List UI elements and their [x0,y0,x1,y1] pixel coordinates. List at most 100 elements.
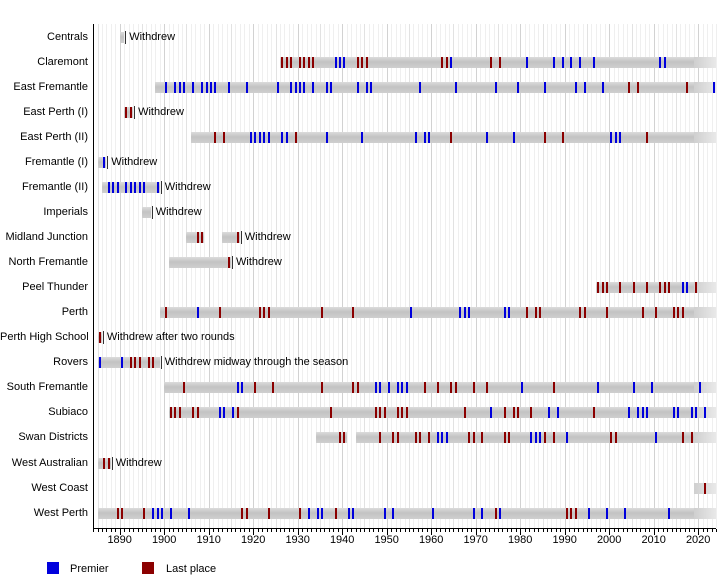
minor-axis-tick [106,529,108,532]
last-place-tick [668,282,671,294]
last-place-tick [227,257,230,269]
last-place-tick [561,132,564,143]
row-label: South Fremantle [6,381,88,394]
last-place-tick [494,507,497,519]
year-gridline [529,24,531,528]
last-place-tick [129,357,132,369]
club-bar [119,31,125,43]
last-place-tick [463,407,466,419]
last-place-tick [583,307,586,319]
minor-axis-tick [591,529,593,532]
premier-tick [365,81,368,93]
last-place-tick [98,332,101,344]
premier-tick [423,132,426,143]
minor-axis-tick [315,529,317,532]
last-place-tick [450,132,453,143]
premier-tick [525,56,528,68]
major-axis-tick [653,529,655,535]
minor-axis-tick [649,529,651,532]
minor-axis-tick [622,529,624,532]
row-label: Fremantle (I) [25,156,88,168]
major-axis-tick [253,529,255,535]
premier-tick [334,56,337,68]
year-gridline [115,24,117,528]
minor-axis-tick [395,529,397,532]
year-gridline [662,24,664,528]
premier-tick [668,507,671,519]
last-place-tick [646,132,648,143]
year-gridline [542,24,544,528]
year-gridline [288,24,290,528]
decade-label: 1930 [285,534,310,546]
last-place-tick [107,457,110,469]
minor-axis-tick [190,529,192,532]
minor-axis-tick [422,529,424,532]
row-label: Perth [61,306,88,319]
row-label: East Fremantle [13,80,88,93]
minor-axis-tick [199,529,201,532]
last-place-tick [503,407,506,419]
year-gridline [658,24,660,528]
year-gridline [524,24,526,528]
last-place-tick [654,307,657,319]
row-label: Centrals [47,30,88,43]
row-label: West Coast [31,481,88,494]
year-gridline [231,24,232,528]
premier-tick [712,81,715,93]
minor-axis-tick [284,529,286,532]
minor-axis-tick [133,529,135,532]
minor-axis-tick [578,529,579,532]
row-label: East Perth (I) [23,105,88,118]
premier-tick [98,357,101,369]
year-gridline [480,24,482,528]
minor-axis-tick [462,529,464,532]
year-gridline [244,24,246,528]
club-bar [315,432,347,444]
premier-tick [276,81,279,93]
minor-axis-tick [471,529,473,532]
last-place-tick [646,282,648,294]
last-place-tick [628,81,631,93]
year-gridline [297,24,299,528]
year-gridline [320,24,321,528]
premier-tick [143,182,146,193]
minor-axis-tick [426,529,428,532]
year-gridline [128,24,130,528]
premier-tick [623,507,626,519]
year-gridline [680,24,682,528]
last-place-tick [619,282,622,294]
minor-axis-tick [364,529,366,532]
premier-tick [387,382,390,394]
premier-tick [169,507,172,519]
premier-tick [646,407,648,419]
year-gridline [671,24,673,528]
club-bar [97,357,160,369]
last-place-tick [485,382,488,394]
year-gridline [582,24,584,528]
minor-axis-tick [506,529,508,532]
decade-label: 1980 [507,534,533,546]
minor-axis-tick [404,529,406,532]
year-gridline [137,24,139,528]
minor-axis-tick [551,529,553,532]
minor-axis-tick [213,529,215,532]
minor-axis-tick [546,529,548,532]
minor-axis-tick [275,529,277,532]
premier-tick [316,507,319,519]
club-bar-ongoing-fade [693,382,717,394]
minor-axis-tick [644,529,646,532]
minor-axis-tick [101,529,103,532]
year-gridline [150,24,152,528]
minor-axis-tick [155,529,157,532]
year-gridline [391,24,393,528]
premier-tick [419,81,422,93]
year-gridline [253,24,255,528]
minor-axis-tick [555,529,557,532]
last-place-tick [272,382,275,394]
minor-axis-tick [408,529,410,532]
premier-tick [383,507,386,519]
minor-axis-tick [320,529,321,532]
premier-tick [152,507,155,519]
last-place-tick [201,232,203,244]
minor-axis-tick [244,529,246,532]
